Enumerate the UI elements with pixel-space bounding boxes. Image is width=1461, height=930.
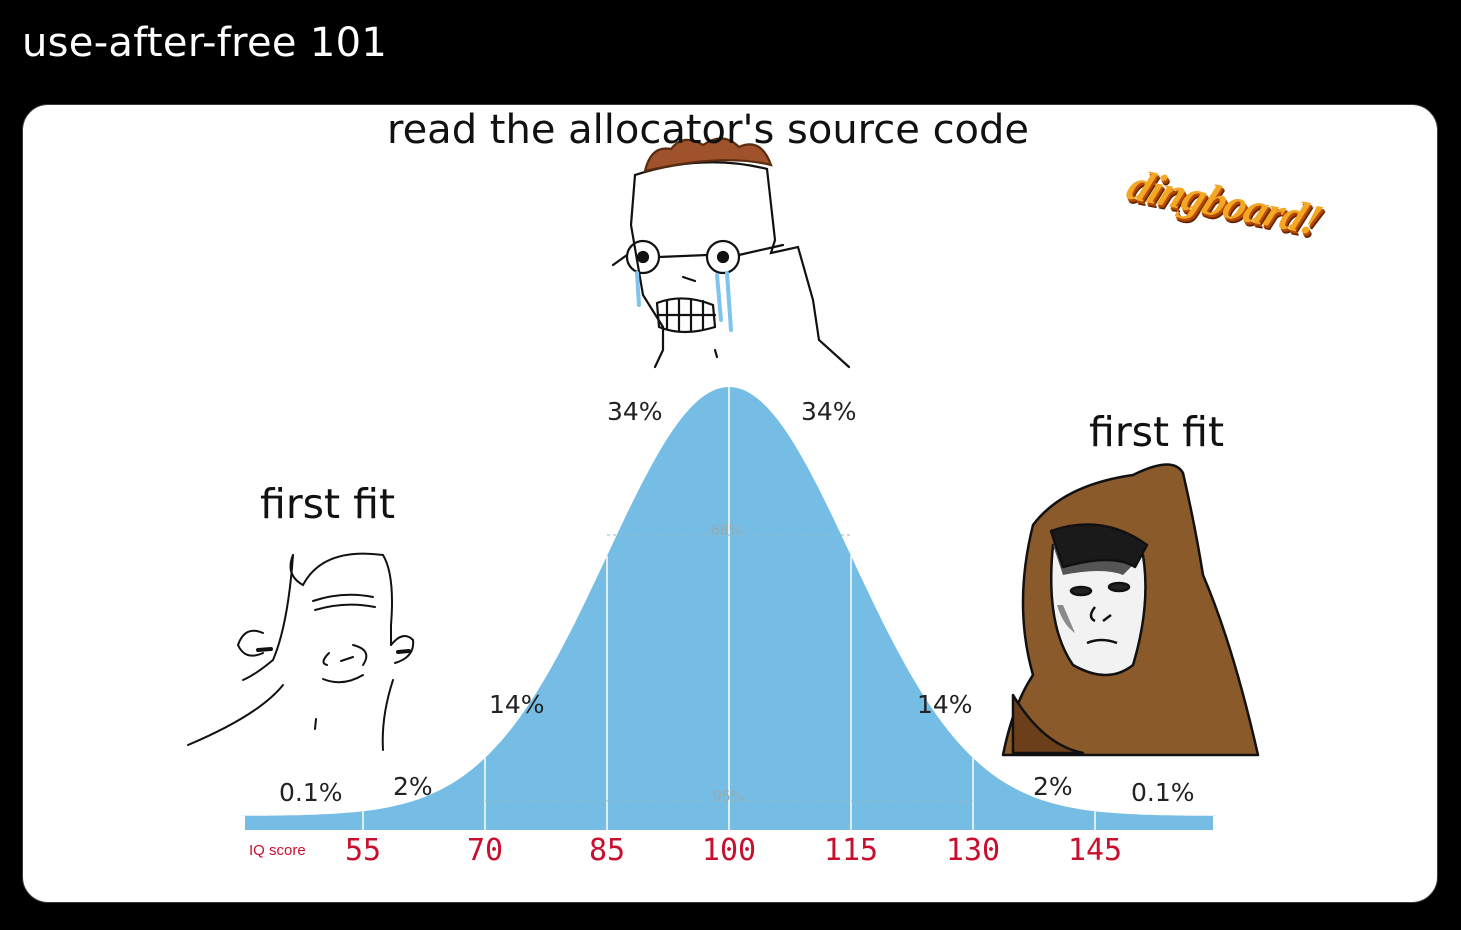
range-label-68: 68% xyxy=(711,523,743,539)
band-label-right-outer: 2% xyxy=(1033,772,1073,801)
band-label-left-inner: 34% xyxy=(607,397,663,426)
sd-divider-lines xyxy=(362,387,1096,830)
band-label-right-mid: 14% xyxy=(917,690,973,719)
x-tick-115: 115 xyxy=(823,833,879,868)
left-caption: first fit xyxy=(260,480,396,528)
x-axis-label: IQ score xyxy=(249,842,306,859)
bell-curve-chart xyxy=(187,137,1260,830)
smiling-wojak-icon xyxy=(187,552,415,751)
right-caption: first fit xyxy=(1089,408,1225,456)
range-brackets xyxy=(485,534,973,802)
x-tick-85: 85 xyxy=(588,833,626,868)
band-label-right-inner: 34% xyxy=(801,397,857,426)
band-label-right-far: 0.1% xyxy=(1131,778,1195,807)
crying-wojak-icon xyxy=(611,137,851,369)
x-tick-130: 130 xyxy=(945,833,1001,868)
x-tick-55: 55 xyxy=(344,833,382,868)
top-caption: read the allocator's source code xyxy=(387,107,1030,153)
x-tick-145: 145 xyxy=(1067,833,1123,868)
hooded-monk-icon xyxy=(1001,463,1260,757)
x-tick-70: 70 xyxy=(466,833,504,868)
post-caption: use-after-free 101 xyxy=(22,20,388,66)
x-tick-100: 100 xyxy=(701,833,757,868)
band-label-left-far: 0.1% xyxy=(279,778,343,807)
band-label-left-mid: 14% xyxy=(489,690,545,719)
range-label-95: 95% xyxy=(713,789,745,805)
meme-image[interactable]: read the allocator's source code first f… xyxy=(22,104,1438,903)
band-label-left-outer: 2% xyxy=(393,772,433,801)
